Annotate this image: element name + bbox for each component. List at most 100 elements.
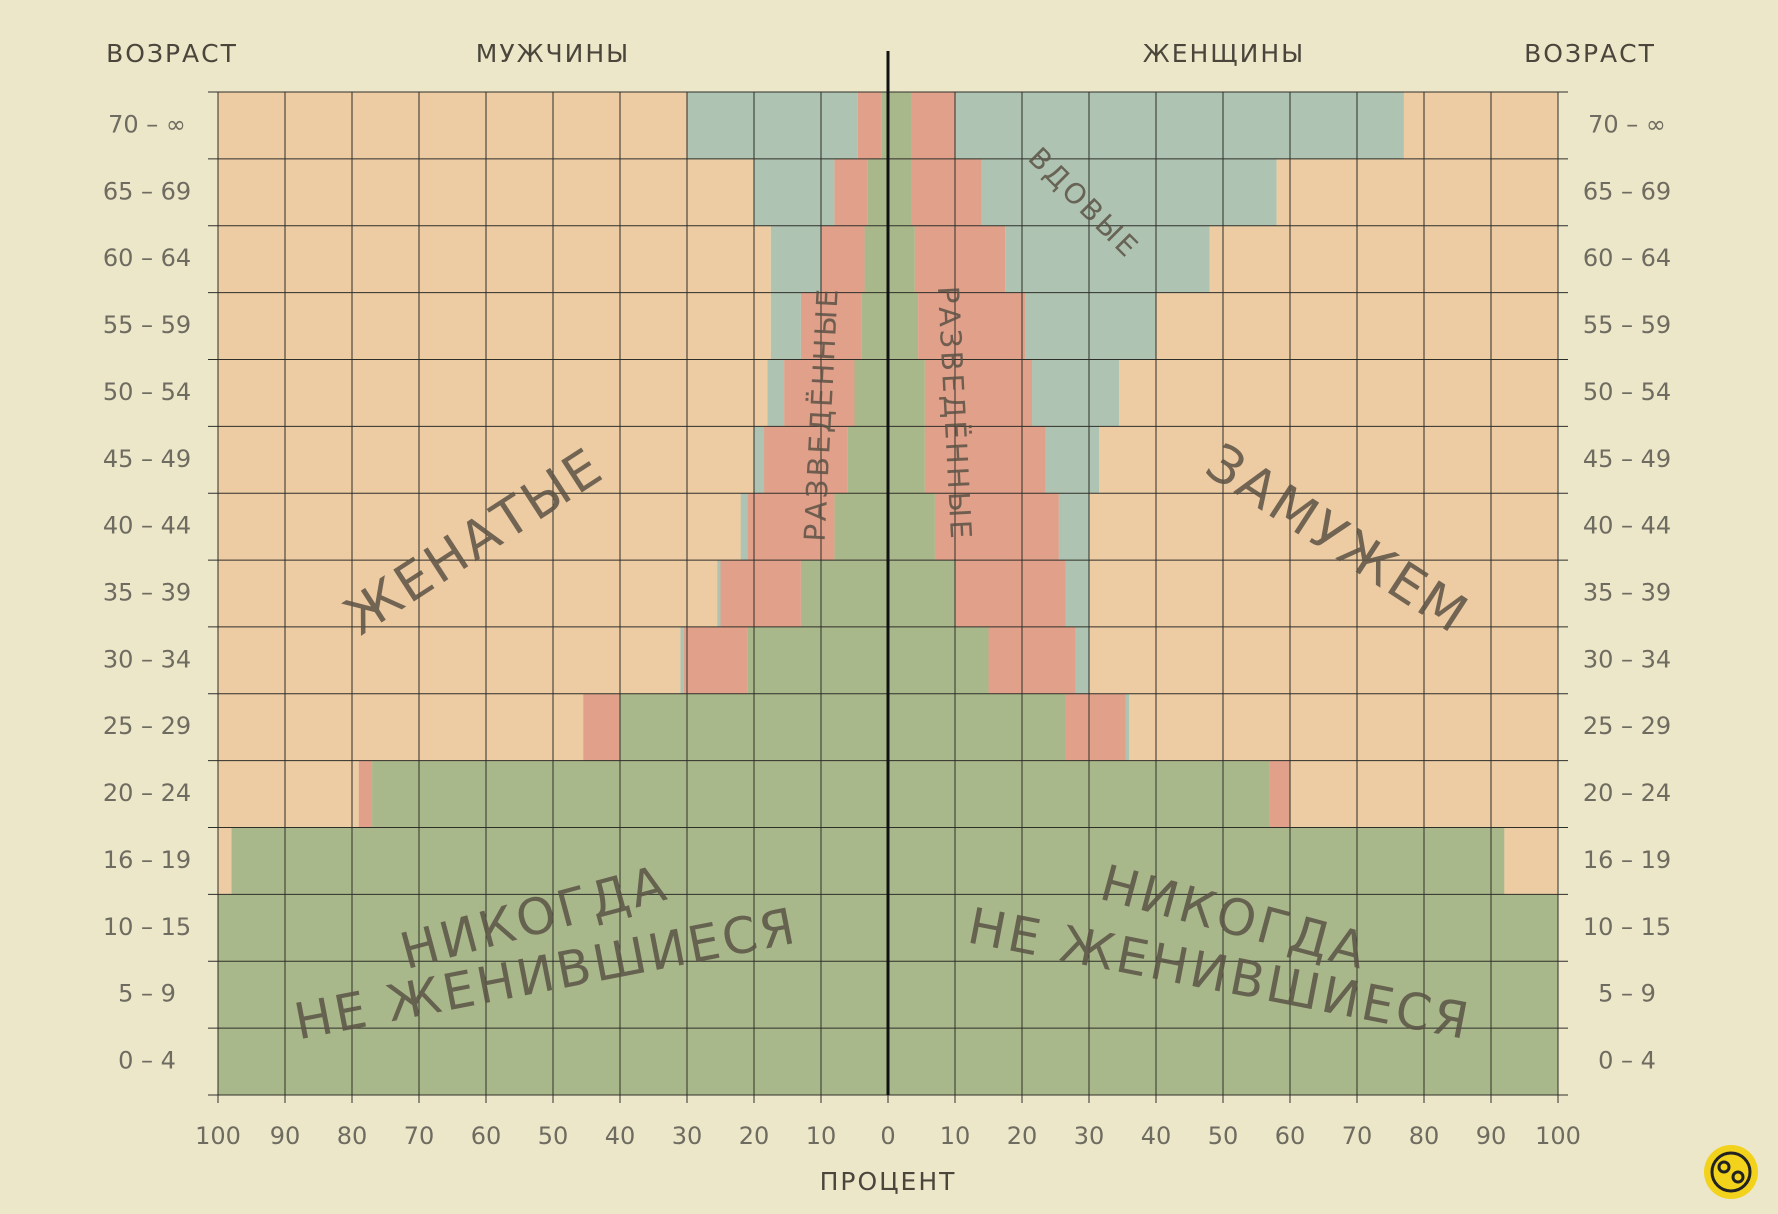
bar-segment: [1005, 225, 1210, 293]
bar-segment: [888, 626, 989, 694]
y-tick-label: 65 – 69: [103, 177, 191, 205]
y-axis-title: ВОЗРАСТ: [106, 39, 238, 68]
bar-segment: [800, 560, 888, 627]
bar-segment: [764, 426, 848, 494]
bar-segment: [683, 626, 748, 694]
y-axis-title: ВОЗРАСТ: [1524, 39, 1656, 68]
bar-segment: [218, 225, 771, 293]
bar-segment: [231, 827, 888, 895]
bar-segment: [1276, 158, 1558, 226]
bar-segment: [218, 693, 584, 761]
bar-segment: [1025, 292, 1156, 360]
bar-segment: [1058, 493, 1089, 561]
y-tick-label: 55 – 59: [103, 311, 191, 339]
bar-segment: [1089, 493, 1558, 561]
y-tick-label: 55 – 59: [1583, 311, 1671, 339]
bar-segment: [955, 560, 1066, 627]
bar-segment: [747, 493, 835, 561]
y-tick-label: 16 – 19: [103, 846, 191, 874]
bar-segment: [358, 760, 373, 828]
y-tick-label: 10 – 15: [1583, 913, 1671, 941]
x-tick-label: 30: [1074, 1122, 1105, 1150]
bar-segment: [717, 560, 721, 627]
y-tick-label: 65 – 69: [1583, 177, 1671, 205]
bar-segment: [834, 493, 888, 561]
bar-segment: [847, 426, 888, 494]
bar-segment: [857, 92, 882, 159]
x-tick-label: 70: [1342, 1122, 1373, 1150]
logo-dot: [1731, 1170, 1745, 1184]
bar-segment: [218, 626, 681, 694]
bar-segment: [1269, 760, 1290, 828]
bar-segment: [888, 292, 919, 360]
logo-ring: [1710, 1151, 1752, 1193]
bar-segment: [888, 493, 935, 561]
grid: [208, 51, 1568, 1103]
bar-segment: [888, 225, 915, 293]
bar-segment: [1089, 560, 1558, 627]
bar-segment: [1065, 693, 1126, 761]
bar-segment: [218, 493, 741, 561]
y-tick-label: 25 – 29: [103, 712, 191, 740]
bar-segment: [784, 359, 855, 427]
y-tick-label: 50 – 54: [103, 378, 191, 406]
x-tick-label: 30: [672, 1122, 703, 1150]
bar-segment: [955, 92, 1404, 159]
x-tick-label: 60: [1275, 1122, 1306, 1150]
bar-segment: [914, 225, 1006, 293]
bar-segment: [867, 158, 888, 226]
y-tick-label: 30 – 34: [1583, 645, 1671, 673]
bar-segment: [1403, 92, 1558, 159]
y-tick-label: 70 – ∞: [108, 110, 186, 138]
y-tick-label: 5 – 9: [118, 980, 176, 1008]
x-tick-label: 100: [195, 1122, 241, 1150]
x-tick-label: 100: [1535, 1122, 1581, 1150]
y-tick-label: 10 – 15: [103, 913, 191, 941]
y-tick-label: 70 – ∞: [1588, 110, 1666, 138]
bar-segment: [1099, 426, 1558, 494]
bar-segment: [372, 760, 889, 828]
x-axis-title: ПРОЦЕНТ: [820, 1167, 957, 1196]
y-tick-label: 35 – 39: [1583, 579, 1671, 607]
bar-segment: [720, 560, 801, 627]
bar-segment: [888, 359, 925, 427]
bar-segment: [218, 359, 768, 427]
x-tick-label: 80: [337, 1122, 368, 1150]
bar-segment: [218, 827, 232, 895]
y-tick-label: 5 – 9: [1598, 980, 1656, 1008]
y-tick-label: 40 – 44: [103, 512, 191, 540]
x-tick-label: 10: [940, 1122, 971, 1150]
bar-segment: [981, 158, 1277, 226]
y-tick-label: 20 – 24: [1583, 779, 1671, 807]
bar-segment: [770, 292, 801, 360]
bar-segment: [747, 626, 888, 694]
bar-segment: [754, 426, 765, 494]
y-tick-label: 16 – 19: [1583, 846, 1671, 874]
bar-segment: [583, 693, 620, 761]
bar-segment: [911, 92, 955, 159]
x-tick-label: 20: [1007, 1122, 1038, 1150]
y-tick-label: 45 – 49: [103, 445, 191, 473]
x-tick-label: 70: [404, 1122, 435, 1150]
bar-segment: [854, 359, 888, 427]
bar-segment: [218, 560, 718, 627]
bar-segment: [800, 292, 862, 360]
bar-segment: [767, 359, 785, 427]
bar-segment: [1119, 359, 1558, 427]
bar-segment: [680, 626, 684, 694]
bar-segment: [888, 426, 925, 494]
bar-segment: [754, 158, 835, 226]
logo-dot: [1717, 1160, 1731, 1174]
bar-segment: [1089, 626, 1558, 694]
bar-segment: [687, 92, 858, 159]
bar-segment: [1032, 359, 1120, 427]
bar-segment: [218, 292, 771, 360]
x-tick-label: 60: [471, 1122, 502, 1150]
bar-segment: [861, 292, 888, 360]
bar-segment: [1075, 626, 1089, 694]
bar-segment: [1209, 225, 1558, 293]
bar-segment: [888, 158, 912, 226]
y-tick-label: 60 – 64: [1583, 244, 1671, 272]
bar-segment: [888, 693, 1066, 761]
x-tick-label: 10: [806, 1122, 837, 1150]
